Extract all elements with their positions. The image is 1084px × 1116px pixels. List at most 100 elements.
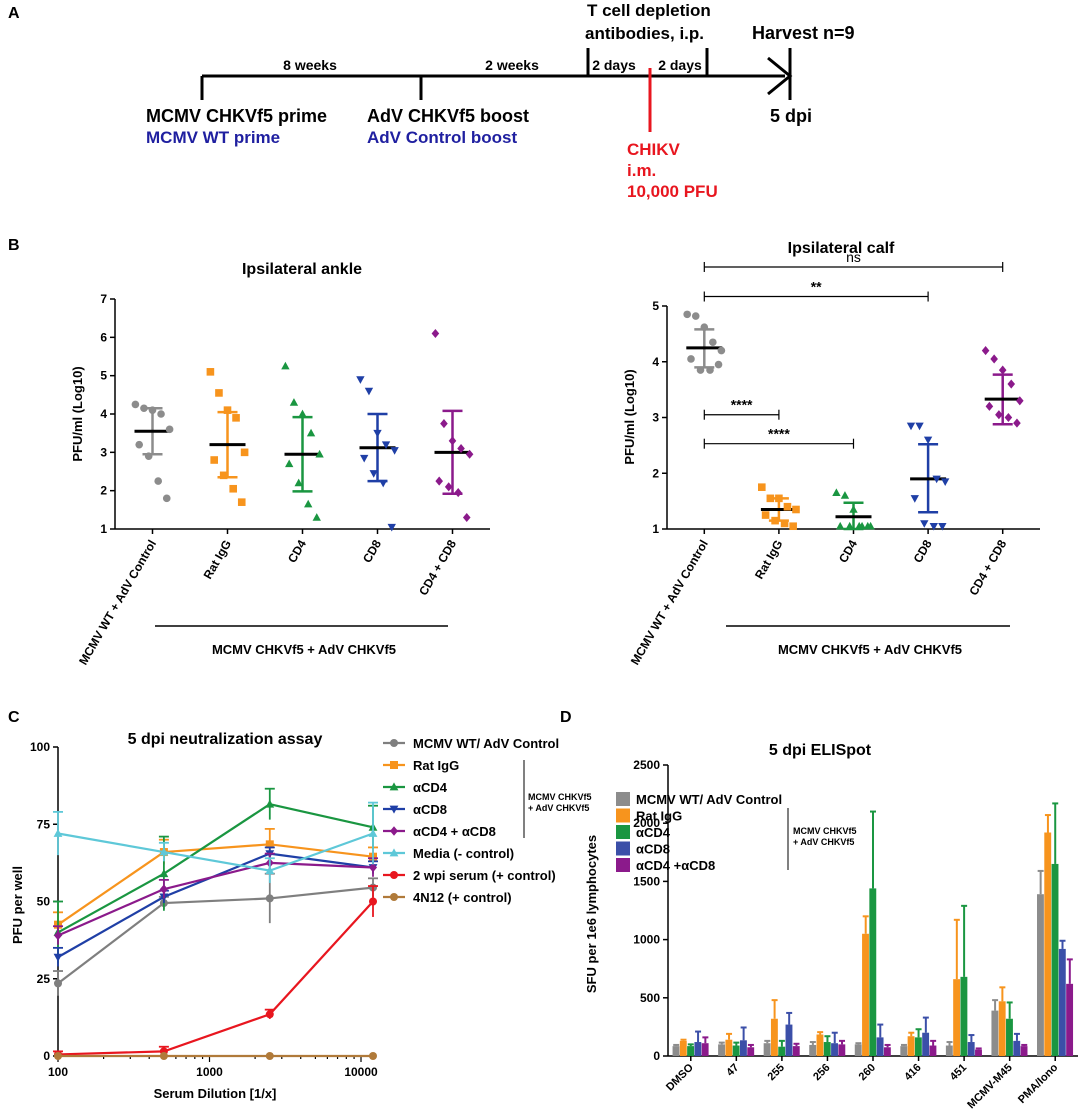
- series-line: [57, 802, 374, 934]
- chart-ipsilateral-calf: Ipsilateral calf PFU/ml (Log10) MCMV CHK…: [622, 240, 1040, 667]
- interval-2-weeks: 2 weeks: [485, 57, 539, 73]
- x-tick-label: 47: [724, 1062, 741, 1079]
- data-point: [700, 323, 709, 331]
- panel-d-letter: D: [560, 709, 572, 726]
- bar: [945, 1045, 953, 1056]
- data-point: [836, 521, 845, 530]
- data-point: [165, 425, 174, 434]
- data-point: [369, 470, 378, 478]
- legend-label: 2 wpi serum (+ control): [413, 868, 556, 883]
- data-point: [990, 354, 998, 364]
- bar: [725, 1039, 733, 1056]
- data-point: [390, 447, 399, 455]
- y-tick-label: 2500: [633, 758, 660, 772]
- data-point: [855, 521, 864, 530]
- x-tick-label: CD8: [911, 537, 935, 565]
- data-point: [223, 406, 232, 414]
- data-point: [775, 494, 783, 503]
- legend-label: αCD4: [413, 780, 448, 795]
- bar: [929, 1045, 937, 1056]
- bar: [785, 1024, 793, 1056]
- data-point: [54, 979, 62, 988]
- data-point: [265, 840, 274, 849]
- data-point: [923, 436, 933, 445]
- data-point: [369, 862, 377, 873]
- x-tick-label: MCMV WT + AdV Control: [76, 538, 159, 668]
- legend-label: MCMV WT/ AdV Control: [413, 736, 559, 751]
- legend-label: αCD8: [413, 802, 447, 817]
- panel-c-letter: C: [8, 709, 20, 726]
- bar: [694, 1042, 702, 1056]
- data-point: [1007, 379, 1016, 389]
- chart-title: 5 dpi ELISpot: [769, 742, 872, 759]
- data-point: [53, 953, 63, 962]
- chart-title: Ipsilateral ankle: [242, 261, 362, 278]
- data-point: [265, 894, 274, 903]
- harvest-label: Harvest n=9: [752, 23, 855, 43]
- panel-a: A 8 weeks 2 weeks 2 days 2 days T cell d…: [8, 1, 855, 201]
- data-point: [1013, 418, 1021, 428]
- y-tick-label: 500: [640, 991, 660, 1005]
- y-tick-label: 1: [100, 522, 107, 536]
- bar: [953, 979, 961, 1056]
- data-point: [915, 422, 924, 431]
- panel-b-letter: B: [8, 237, 20, 254]
- x-axis-label: Serum Dilution [1/x]: [154, 1086, 277, 1101]
- data-point: [780, 519, 789, 528]
- bar: [823, 1042, 831, 1056]
- y-axis-label: SFU per 1e6 lymphocytes: [584, 835, 599, 993]
- data-point: [435, 476, 443, 486]
- legend-marker: [390, 893, 398, 901]
- series-line: [57, 900, 374, 1056]
- y-tick-label: 1: [652, 522, 659, 536]
- bar: [1058, 948, 1066, 1056]
- y-tick-label: 25: [37, 972, 51, 986]
- y-tick-label: 0: [43, 1049, 50, 1063]
- challenge-label-3: 10,000 PFU: [627, 182, 718, 201]
- significance-label: ns: [846, 249, 861, 265]
- data-point: [162, 494, 171, 503]
- y-tick-label: 1000: [633, 933, 660, 947]
- bar: [718, 1044, 725, 1056]
- data-point: [215, 389, 223, 397]
- chart-neutralization-assay: 5 dpi neutralization assay PFU per well …: [10, 731, 592, 1101]
- bar: [998, 1001, 1006, 1056]
- y-axis-label: PFU/ml (Log10): [622, 369, 637, 464]
- data-point: [683, 310, 691, 319]
- data-point: [265, 1010, 274, 1019]
- bar: [883, 1047, 891, 1056]
- bar: [778, 1046, 786, 1056]
- y-tick-label: 7: [100, 292, 107, 306]
- data-point: [298, 409, 307, 418]
- data-point: [845, 521, 854, 530]
- bar: [672, 1046, 680, 1056]
- data-point: [265, 866, 275, 874]
- series-line: [57, 886, 374, 985]
- data-point: [157, 410, 165, 418]
- interval-2-days-b: 2 days: [658, 57, 702, 73]
- data-point: [154, 477, 162, 485]
- x-tick-label: 1000: [196, 1065, 223, 1079]
- interval-2-days-a: 2 days: [592, 57, 636, 73]
- legend-bracket-label-1: MCMV CHKVf5: [528, 792, 592, 802]
- significance-label: ****: [731, 397, 753, 413]
- data-point: [981, 346, 990, 356]
- y-tick-label: 5: [100, 369, 107, 383]
- data-point: [863, 521, 872, 530]
- x-tick-label: CD4: [836, 537, 860, 565]
- x-tick-label: Rat IgG: [201, 538, 234, 582]
- data-point: [53, 828, 63, 837]
- data-point: [148, 406, 157, 414]
- bar: [838, 1044, 846, 1056]
- legend-bracket-label-2: + AdV CHKVf5: [793, 837, 854, 847]
- y-tick-label: 2: [100, 484, 107, 498]
- x-tick-label: MCMV WT + AdV Control: [628, 538, 711, 668]
- data-point: [789, 522, 797, 531]
- bar: [862, 933, 869, 1056]
- data-point: [289, 398, 299, 406]
- data-point: [369, 897, 377, 906]
- bar: [679, 1040, 687, 1056]
- data-point: [356, 376, 365, 384]
- data-point: [229, 484, 237, 493]
- legend-swatch: [616, 808, 630, 823]
